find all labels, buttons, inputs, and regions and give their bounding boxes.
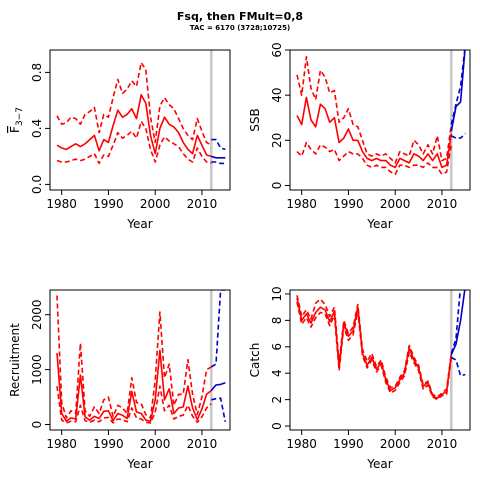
ssb-y-tick-label: 40 [270,88,284,103]
catch-series-proj-median [450,290,466,356]
catch-y-tick-label: 0 [270,422,284,430]
f-y-tick-label: 0.0 [30,175,44,194]
figure-title: Fsq, then FMult=0,8 [176,10,304,23]
f-y-tick-label: 0.4 [30,119,44,138]
recruitment-series-median [56,349,212,423]
catch-series-median [296,297,453,400]
catch-y-tick-label: 10 [270,286,284,301]
recruitment-x-axis-title: Year [126,457,152,471]
recruitment-y-axis-title: Recruitment [8,323,22,397]
f-y-tick-label: 0.8 [30,63,44,82]
catch-plot-frame [289,289,471,431]
figure-subtitle: TAC = 6170 (3728;10725) [189,24,291,32]
ssb-series-proj-upper [450,50,466,125]
catch-series-proj-lower [450,356,466,377]
catch-x-axis-title: Year [366,457,392,471]
f-series-proj-lower [211,161,226,165]
catch-series-proj-upper [450,290,462,354]
ssb-x-tick-label: 1990 [333,197,364,211]
recruitment-y-tick-label: 1000 [30,354,44,385]
recruitment-series-proj-upper [210,290,226,368]
catch-panel: 1980 1990 2000 2010 0 2 4 6 8 10 Year Catch [248,286,471,471]
recruitment-plot-frame [49,289,231,431]
ssb-y-axis-title: SSB [248,108,262,131]
recruitment-panel: 1980 1990 2000 2010 0 1000 2000 Year Recruitment [8,289,231,471]
f-series-proj-median [211,155,226,159]
ssb-series-proj-median [450,50,466,132]
recruitment-x-tick-label: 2000 [140,437,171,451]
ssb-series-lower [296,141,453,175]
recruitment-x-tick-label: 1990 [93,437,124,451]
ssb-y-tick-label: 0 [270,182,284,190]
f-plot-frame [49,49,231,191]
catch-x-tick-label: 2000 [380,437,411,451]
ssb-x-tick-label: 2010 [427,197,458,211]
ssb-series-proj-lower [450,132,466,139]
ssb-series-median [296,96,453,169]
ssb-series-upper [296,55,453,164]
f-y-axis-title: F3−7 [8,107,25,133]
f-x-tick-label: 1990 [93,197,124,211]
recruitment-series-upper [56,295,212,419]
recruitment-x-tick-label: 2010 [187,437,218,451]
ssb-x-axis-title: Year [366,217,392,231]
recruitment-x-tick-label: 1980 [46,437,77,451]
catch-y-tick-label: 4 [270,369,284,377]
ssb-x-tick-label: 2000 [380,197,411,211]
f-series-upper [56,61,212,146]
ssb-panel: 1980 1990 2000 2010 0 20 40 60 Year SSB [248,42,471,231]
recruitment-series-lower [56,385,212,424]
catch-series-upper [296,295,453,398]
f-series-median [56,94,212,158]
recruitment-y-tick-label: 2000 [30,299,44,330]
ssb-x-tick-label: 1980 [286,197,317,211]
recruitment-y-tick-label: 0 [30,421,44,429]
catch-x-tick-label: 2010 [427,437,458,451]
catch-x-tick-label: 1980 [286,437,317,451]
f-series-lower [56,120,212,165]
f-x-tick-label: 1980 [46,197,77,211]
f-x-tick-label: 2000 [140,197,171,211]
catch-x-tick-label: 1990 [333,437,364,451]
recruitment-plot-area [56,290,227,424]
f-panel: 1980 1990 2000 2010 0.0 0.4 0.8 Year F3−7 [8,49,231,231]
ssb-plot-frame [289,49,471,191]
f-plot-area [56,61,226,165]
recruitment-series-proj-median [210,382,226,392]
ssb-y-tick-label: 60 [270,42,284,57]
catch-y-tick-label: 2 [270,396,284,404]
f-x-tick-label: 2010 [187,197,218,211]
f-series-proj-upper [211,138,226,151]
recruitment-series-proj-lower [211,397,227,422]
ssb-plot-area [296,50,466,175]
catch-y-tick-label: 6 [270,343,284,351]
ssb-y-tick-label: 20 [270,133,284,148]
catch-series-lower [296,301,453,401]
f-x-axis-title: Year [126,217,152,231]
catch-plot-area [296,290,466,401]
catch-y-tick-label: 8 [270,317,284,325]
catch-y-axis-title: Catch [248,343,262,378]
